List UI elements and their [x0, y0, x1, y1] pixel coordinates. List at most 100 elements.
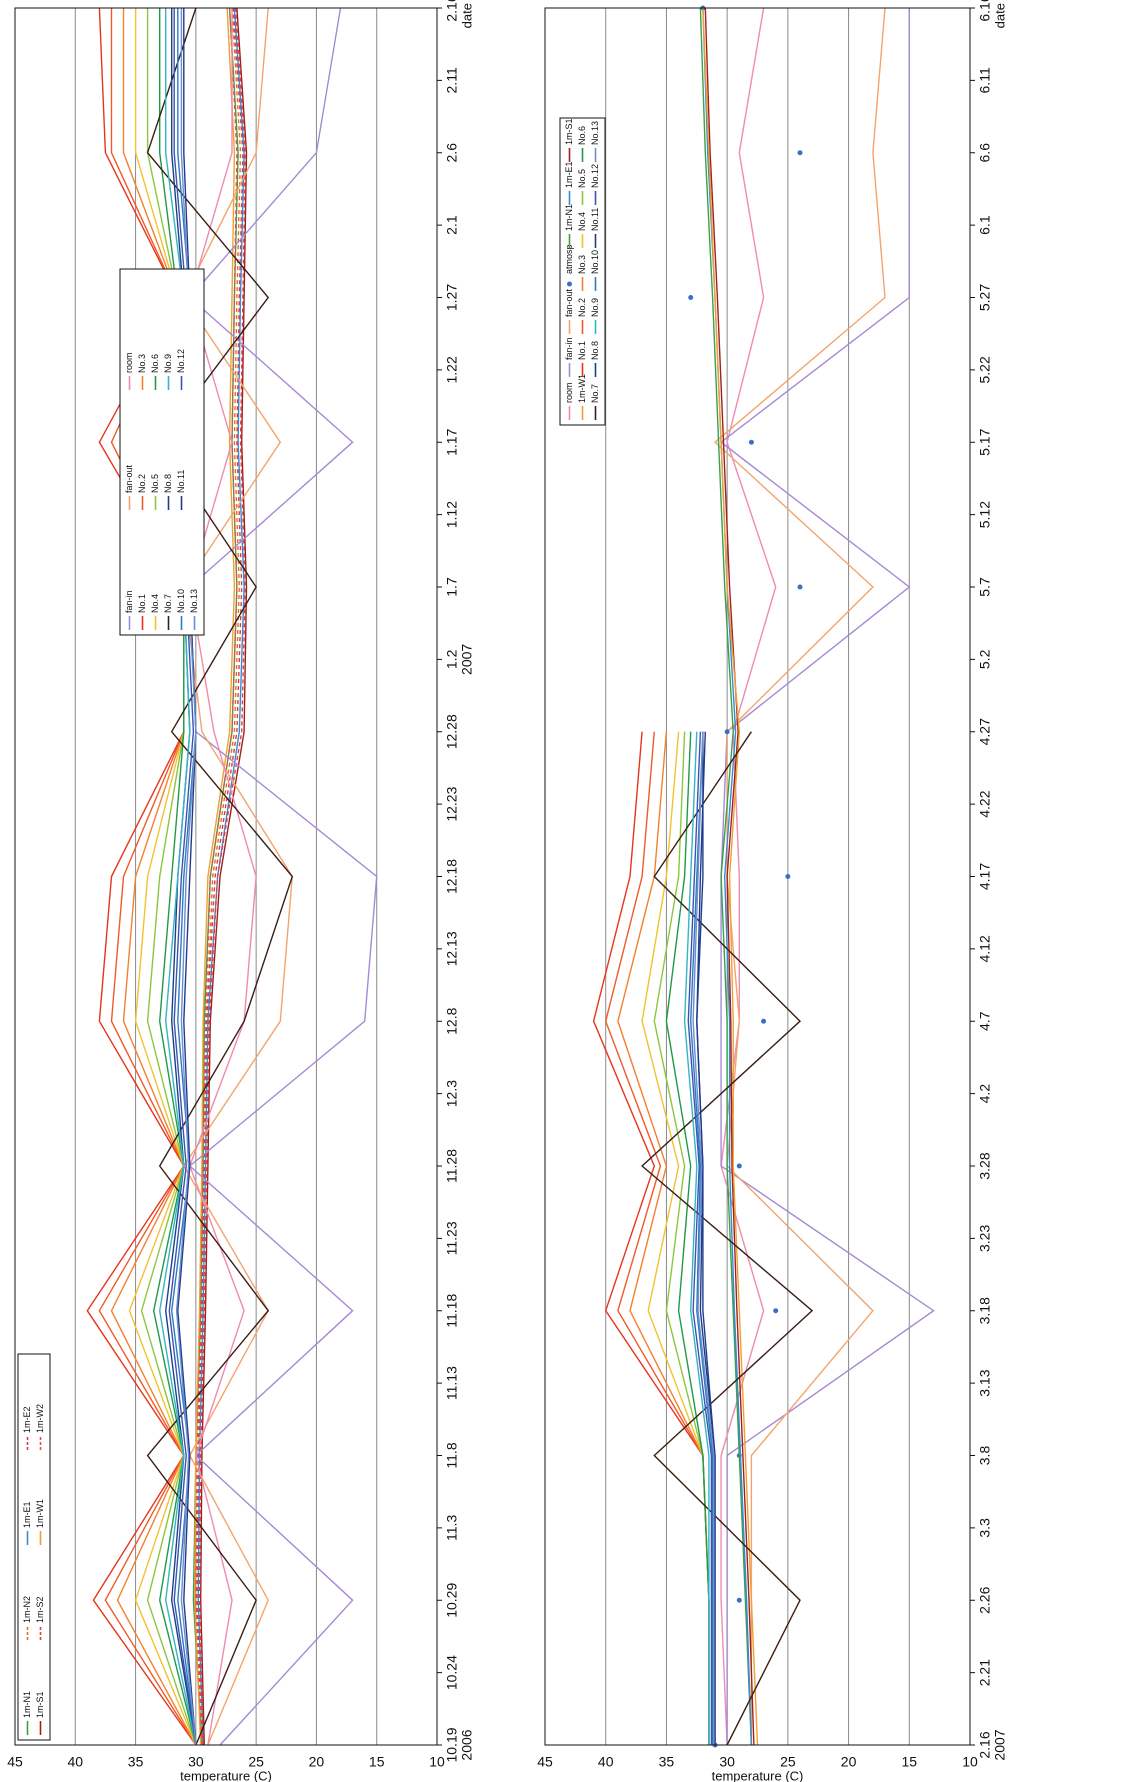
- legend-label: fan-out: [124, 464, 134, 493]
- x-tick-label: 12.13: [444, 931, 460, 966]
- legend-label: No.12: [590, 164, 600, 188]
- legend-label: No.2: [137, 474, 147, 493]
- x-tick-label: 11.8: [444, 1442, 460, 1468]
- x-tick-label: 2.16: [977, 1731, 993, 1758]
- legend-label: 1m-W2: [35, 1404, 45, 1433]
- year-label: 2007: [992, 1729, 1008, 1760]
- series-line: [696, 731, 716, 1745]
- x-tick-label: 10.29: [444, 1583, 460, 1618]
- legend-label: No.3: [577, 255, 587, 274]
- legend-label: No.4: [150, 594, 160, 613]
- y-axis-label: temperature (C): [712, 1768, 804, 1782]
- series-line: [195, 7, 238, 1746]
- plot-frame: [544, 7, 971, 1746]
- data-point: [785, 874, 791, 879]
- legend-label: No.8: [163, 474, 173, 493]
- legend-label: 1m-N2: [22, 1596, 32, 1623]
- x-tick-label: 5.12: [977, 501, 993, 528]
- legend-label: No.9: [163, 354, 173, 373]
- x-tick-label: 10.19: [444, 1727, 460, 1762]
- x-tick-label: 5.17: [977, 428, 993, 455]
- series-line: [146, 7, 294, 1746]
- y-tick-label: 40: [598, 1754, 614, 1770]
- series-line: [199, 7, 248, 1746]
- legend-swatch: [567, 281, 572, 287]
- x-tick-label: 6.6: [977, 143, 993, 163]
- series-line: [699, 7, 753, 1746]
- data-point: [761, 1018, 767, 1024]
- series-line: [702, 7, 759, 1746]
- legend-label: No.5: [577, 169, 587, 188]
- y-tick-label: 40: [67, 1754, 83, 1770]
- x-tick-label: 4.22: [977, 790, 993, 817]
- x-tick-label: 12.3: [444, 1080, 460, 1107]
- x-tick-label: 6.11: [977, 67, 993, 93]
- legend-label: fan-in: [124, 590, 134, 613]
- x-tick-label: 4.7: [977, 1011, 993, 1031]
- x-tick-label: 1.27: [444, 284, 460, 311]
- x-tick-label: 6.1: [977, 215, 993, 235]
- series-line: [704, 7, 755, 1746]
- legend-label: No.13: [590, 121, 600, 145]
- x-tick-label: 3.23: [977, 1225, 993, 1252]
- legend-box: [119, 268, 205, 636]
- legend-label: room: [564, 382, 574, 403]
- x-tick-label: 1.12: [444, 501, 460, 528]
- x-tick-label: 12.23: [444, 786, 460, 821]
- series-line: [196, 7, 244, 1746]
- x-tick-label: 1.2: [444, 649, 460, 669]
- legend-label: No.6: [150, 354, 160, 373]
- legend-label: No.4: [577, 212, 587, 231]
- data-point: [797, 150, 803, 156]
- x-tick-label: 12.8: [444, 1007, 460, 1034]
- x-tick-label: 4.17: [977, 863, 993, 890]
- legend: 1m-N1 1m-N2 1m-E1 1m-E2 1m-S1 1m-S2 1m-W1 1m-W2: [17, 1353, 51, 1741]
- legend-label: 1m-N1: [22, 1691, 32, 1718]
- legend-label: fan-in: [564, 337, 574, 360]
- x-axis-label: date: [992, 3, 1007, 28]
- x-tick-label: 2.11: [444, 67, 460, 93]
- x-tick-label: 5.27: [977, 284, 993, 311]
- y-tick-label: 25: [248, 1754, 264, 1770]
- y-tick-label: 15: [901, 1754, 917, 1770]
- x-tick-label: 3.18: [977, 1297, 993, 1324]
- legend-label: 1m-E2: [22, 1406, 32, 1433]
- x-tick-label: 1.17: [444, 428, 460, 455]
- x-tick-label: 6.16: [977, 0, 993, 22]
- y-axis-label: temperature (C): [180, 1768, 272, 1782]
- data-point: [688, 295, 694, 300]
- x-tick-label: 3.8: [977, 1446, 993, 1466]
- legend-label: No.1: [137, 594, 147, 613]
- legend-label: No.13: [189, 589, 199, 613]
- y-tick-label: 30: [719, 1754, 735, 1770]
- x-tick-label: 5.2: [977, 649, 993, 669]
- x-tick-label: 10.24: [444, 1655, 460, 1690]
- legend-label: No.11: [590, 208, 600, 231]
- x-tick-label: 11.28: [444, 1149, 460, 1183]
- x-tick-label: 1.22: [444, 356, 460, 383]
- data-point: [773, 1308, 779, 1314]
- series-line: [689, 731, 714, 1745]
- y-tick-label: 35: [659, 1754, 675, 1770]
- x-tick-label: 5.22: [977, 356, 993, 383]
- x-tick-label: 4.12: [977, 935, 993, 962]
- y-tick-label: 20: [309, 1754, 325, 1770]
- legend-label: 1m-W1: [35, 1499, 45, 1528]
- legend-label: 1m-S1: [35, 1691, 45, 1718]
- legend-label: 1m-S2: [35, 1596, 45, 1623]
- x-tick-label: 11.18: [444, 1294, 460, 1328]
- data-point: [736, 1597, 742, 1603]
- x-tick-label: 12.28: [444, 714, 460, 749]
- chart: 101015152020252530303535404045452.162.21…: [537, 0, 1007, 1782]
- legend-box: [559, 117, 606, 426]
- x-tick-label: 3.28: [977, 1152, 993, 1179]
- legend-label: No.10: [590, 250, 600, 274]
- x-tick-label: 4.27: [977, 718, 993, 745]
- data-point: [748, 439, 754, 445]
- legend-label: 1m-N1: [564, 204, 574, 231]
- series-line: [687, 731, 713, 1745]
- legend-label: No.2: [577, 298, 587, 317]
- data-point: [797, 584, 803, 590]
